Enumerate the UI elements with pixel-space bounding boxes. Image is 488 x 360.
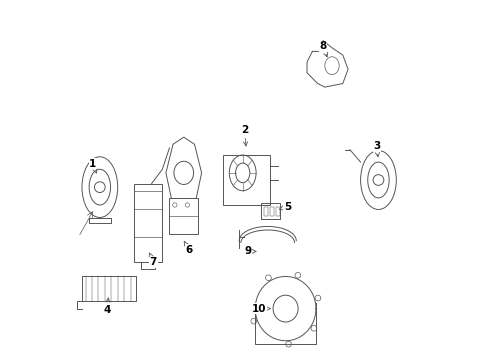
Bar bbox=[82, 276, 135, 301]
Bar bbox=[223, 155, 269, 205]
Text: 7: 7 bbox=[149, 253, 157, 267]
Bar bbox=[260, 203, 280, 219]
Bar bbox=[169, 198, 198, 234]
Text: 3: 3 bbox=[372, 141, 380, 157]
Text: 8: 8 bbox=[319, 41, 327, 57]
Bar bbox=[276, 207, 279, 216]
Text: 9: 9 bbox=[244, 247, 256, 256]
Text: 4: 4 bbox=[103, 298, 110, 315]
Text: 10: 10 bbox=[251, 303, 270, 314]
Bar bbox=[270, 207, 273, 216]
Bar bbox=[134, 184, 162, 262]
Text: 2: 2 bbox=[241, 125, 247, 146]
Text: 1: 1 bbox=[89, 159, 97, 173]
Text: 5: 5 bbox=[279, 202, 290, 212]
Text: 6: 6 bbox=[184, 242, 192, 255]
Bar bbox=[264, 207, 267, 216]
